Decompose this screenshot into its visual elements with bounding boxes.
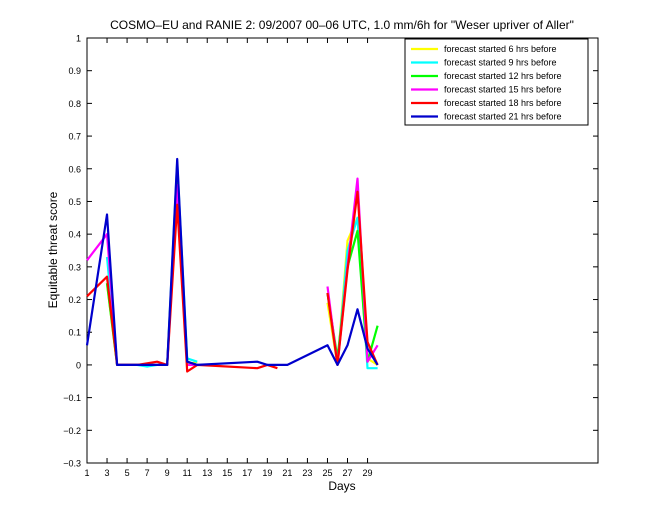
y-axis: −0.3 −0.2 −0.1 0 0.1 0.2 0.3 0.4 0.5 0.6 0.7 0.8 0.9… — [63, 34, 598, 469]
x-tick-label: 13 — [202, 468, 212, 478]
x-tick-label: 27 — [343, 468, 353, 478]
y-tick-label: 0.7 — [68, 132, 81, 142]
legend-label: forecast started 6 hrs before — [444, 44, 557, 54]
y-tick-label: −0.2 — [63, 426, 81, 436]
x-tick-label: 15 — [222, 468, 232, 478]
x-tick-label: 5 — [125, 468, 130, 478]
x-tick-label: 19 — [262, 468, 272, 478]
x-tick-label: 23 — [302, 468, 312, 478]
y-axis-label: Equitable threat score — [46, 191, 60, 308]
x-tick-label: 9 — [165, 468, 170, 478]
x-tick-label: 21 — [282, 468, 292, 478]
y-tick-label: −0.1 — [63, 393, 81, 403]
y-tick-label: 0.8 — [68, 99, 81, 109]
y-tick-label: 0.5 — [68, 197, 81, 207]
y-tick-label: 0.1 — [68, 328, 81, 338]
series-lines — [85, 157, 379, 373]
legend-label: forecast started 21 hrs before — [444, 112, 562, 122]
x-tick-label: 17 — [242, 468, 252, 478]
y-tick-label: 0.4 — [68, 230, 81, 240]
legend-label: forecast started 15 hrs before — [444, 85, 562, 95]
y-tick-label: 1 — [76, 34, 81, 44]
series-line-6 — [85, 157, 379, 366]
y-tick-label: 0.6 — [68, 164, 81, 174]
chart-title: COSMO–EU and RANIE 2: 09/2007 00–06 UTC,… — [110, 18, 574, 32]
x-tick-label: 7 — [145, 468, 150, 478]
x-axis: 1 3 5 7 9 11 13 15 17 19 21 23 25 27 29 — [84, 38, 373, 478]
legend-label: forecast started 18 hrs before — [444, 98, 562, 108]
x-tick-label: 3 — [105, 468, 110, 478]
x-tick-label: 1 — [84, 468, 89, 478]
y-tick-label: 0.3 — [68, 262, 81, 272]
y-tick-label: 0.2 — [68, 295, 81, 305]
x-axis-label: Days — [328, 479, 355, 493]
y-tick-label: −0.3 — [63, 459, 81, 469]
x-tick-label: 29 — [363, 468, 373, 478]
x-tick-label: 25 — [322, 468, 332, 478]
legend-box — [404, 38, 589, 126]
y-tick-label: 0.9 — [68, 66, 81, 76]
legend-label: forecast started 12 hrs before — [444, 71, 562, 81]
legend-label: forecast started 9 hrs before — [444, 58, 557, 68]
y-tick-label: 0 — [76, 360, 81, 370]
x-tick-label: 11 — [183, 468, 192, 478]
legend: forecast started 6 hrs before forecast st… — [404, 38, 589, 126]
